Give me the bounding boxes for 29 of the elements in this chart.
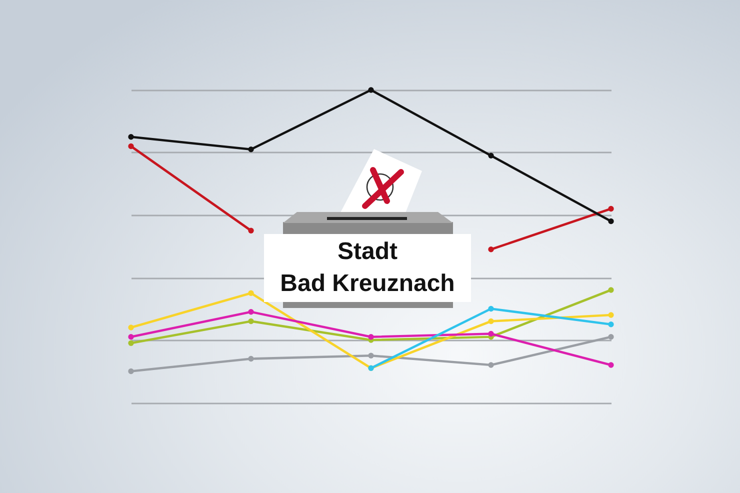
point [608, 218, 614, 224]
text: Stadt Bad Kreuznach [280, 237, 455, 299]
point [128, 324, 134, 330]
point [248, 309, 254, 315]
point [128, 340, 134, 346]
point [608, 322, 614, 328]
point [488, 306, 494, 312]
point [368, 87, 374, 93]
point [248, 356, 254, 362]
point [488, 246, 494, 252]
point [488, 362, 494, 368]
point [488, 318, 494, 324]
point [368, 352, 374, 358]
point [128, 134, 134, 140]
point [608, 312, 614, 318]
point [488, 330, 494, 337]
point [608, 362, 614, 368]
point [248, 290, 254, 296]
point [128, 143, 134, 150]
point [128, 334, 134, 340]
point [128, 368, 134, 374]
point [248, 228, 254, 234]
point [608, 334, 614, 340]
point [248, 318, 254, 324]
point [608, 206, 614, 212]
point [608, 287, 614, 293]
point [248, 146, 254, 152]
point [368, 334, 374, 340]
point [488, 152, 494, 158]
